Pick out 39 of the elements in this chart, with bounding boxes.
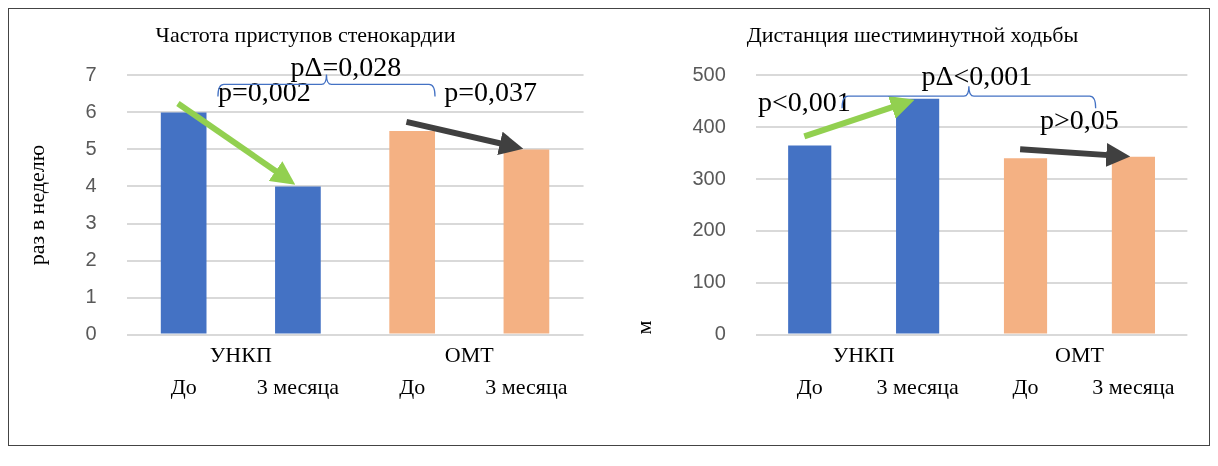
- chart-title: Дистанция шестиминутной ходьбы: [746, 21, 1079, 47]
- y-tick-label: 6: [85, 99, 97, 122]
- annotation: p<0,001: [757, 86, 851, 118]
- text: ОМТ: [1055, 342, 1105, 368]
- y-tick-label: 0: [85, 322, 97, 345]
- y-tick-label: 1: [85, 285, 97, 308]
- y-tick-label: 100: [692, 270, 726, 293]
- chart-title: Частота приступов стенокардии: [155, 21, 456, 47]
- bar: [896, 98, 940, 334]
- x-tick-label: 3 месяца: [1092, 373, 1175, 399]
- y-tick-label: 500: [692, 62, 726, 85]
- y-axis-title: м: [630, 320, 656, 335]
- x-tick-label: До: [170, 373, 197, 399]
- bar: [275, 186, 321, 334]
- annotation: pΔ<0,001: [921, 60, 1033, 92]
- y-tick-label: 400: [692, 114, 726, 137]
- text: УНКП: [209, 342, 272, 368]
- x-tick-label: 3 месяца: [485, 373, 568, 399]
- annotation: p=0,037: [444, 75, 537, 107]
- annotation: p>0,05: [1040, 104, 1119, 136]
- x-tick-label: До: [399, 373, 426, 399]
- x-tick-label: До: [796, 373, 823, 399]
- text: УНКП: [832, 342, 895, 368]
- y-tick-label: 300: [692, 166, 726, 189]
- x-tick-label: 3 месяца: [256, 373, 340, 399]
- bar: [788, 145, 832, 334]
- y-tick-label: 7: [85, 62, 97, 85]
- y-tick-label: 5: [85, 136, 97, 159]
- x-tick-label: 3 месяца: [876, 373, 959, 399]
- bar: [503, 149, 550, 334]
- x-tick-label: До: [1012, 373, 1039, 399]
- bar: [1111, 156, 1155, 334]
- y-tick-label: 4: [85, 174, 97, 196]
- y-tick-label: 3: [85, 211, 97, 234]
- y-tick-label: 200: [692, 218, 726, 241]
- y-axis-title: раз в неделю: [23, 144, 49, 266]
- text: ОМТ: [444, 342, 495, 368]
- y-tick-label: 0: [714, 322, 726, 345]
- y-tick-label: 2: [85, 248, 97, 271]
